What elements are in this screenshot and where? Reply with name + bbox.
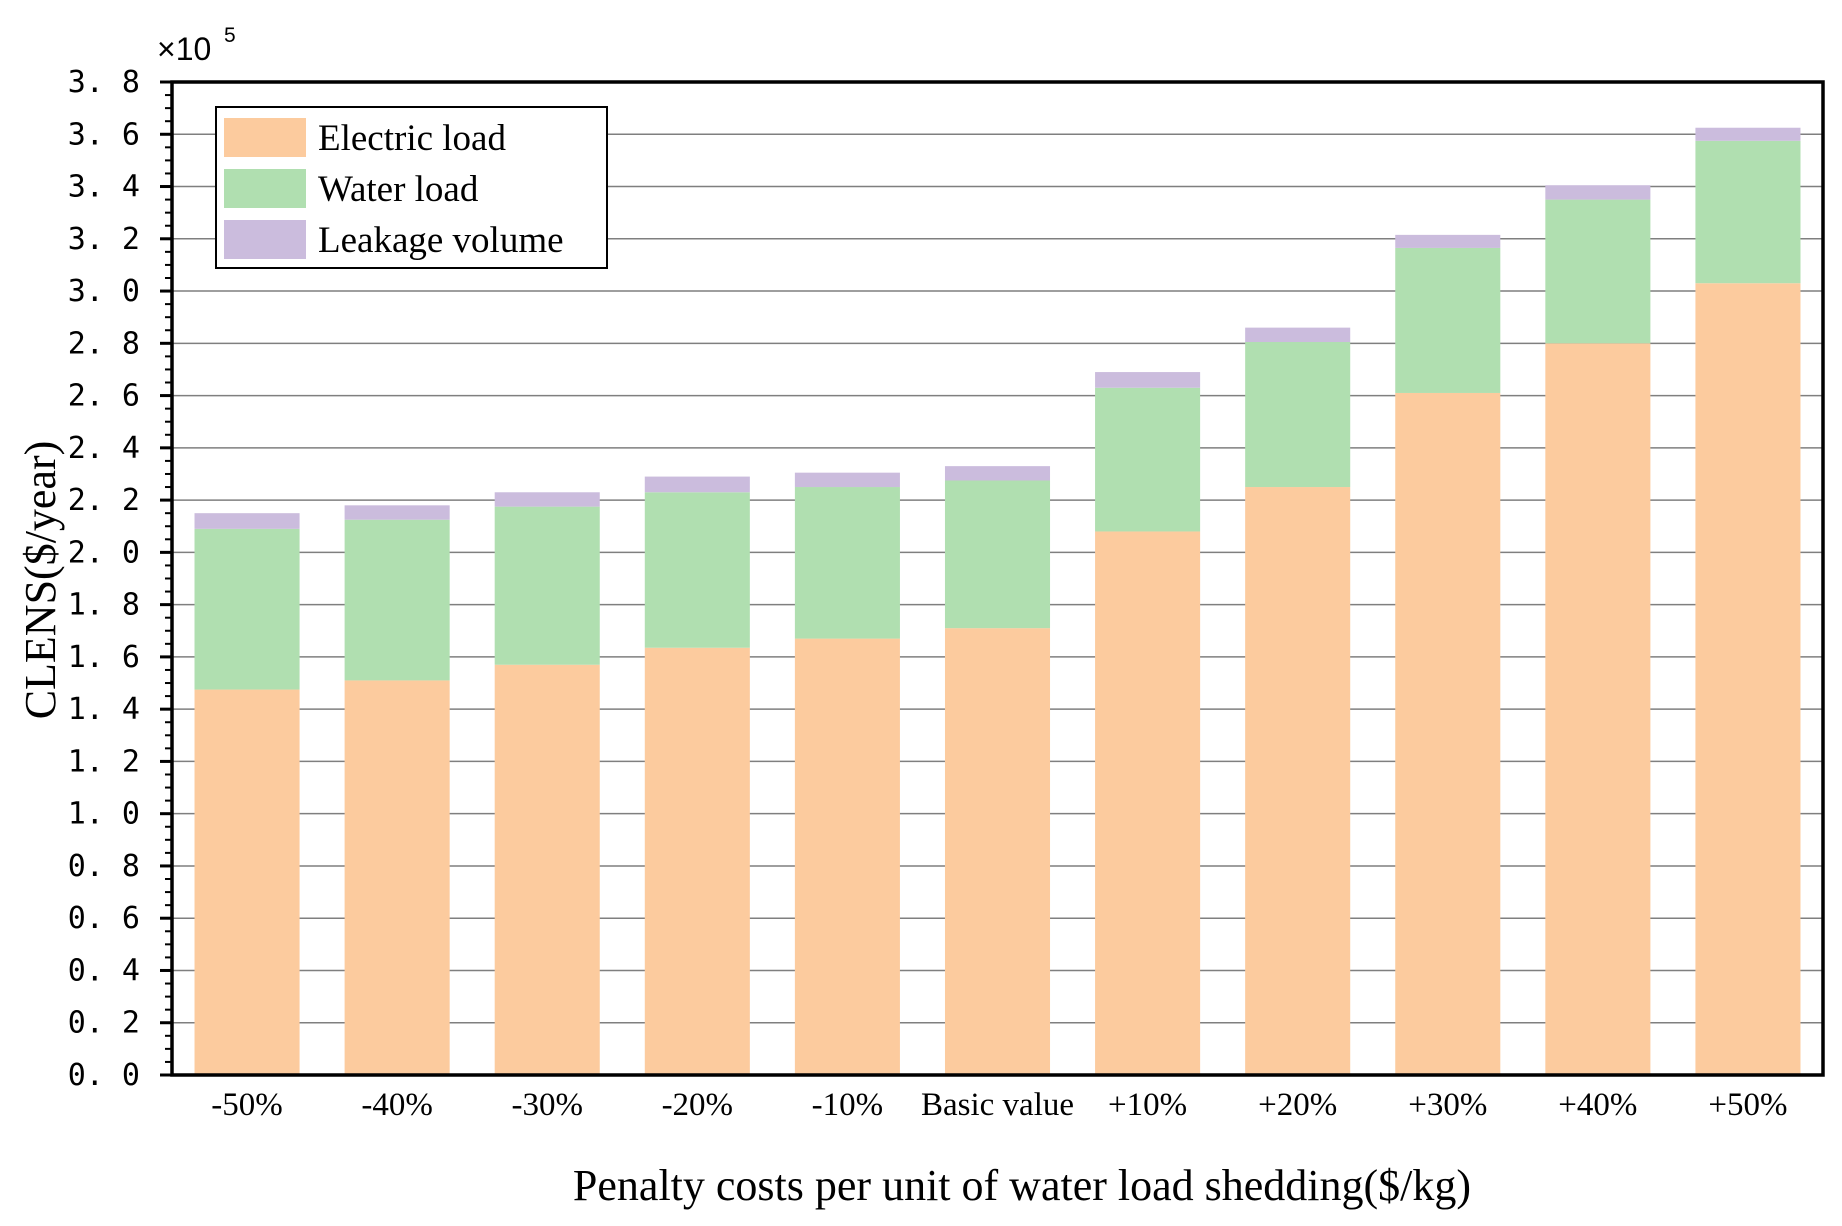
bar-segment-water-load [1395,247,1501,393]
bar-segment-electric-load [1095,531,1201,1075]
legend: Electric load Water load Leakage volume [215,106,608,269]
legend-label: Electric load [318,118,506,159]
bar-segment-water-load [194,528,300,690]
legend-swatch [224,118,306,157]
bar-segment-water-load [1095,387,1201,532]
x-tick-label: +50% [1708,1087,1787,1123]
bar-segment-leakage-volume [494,492,600,507]
y-tick-label: 0. 4 [68,953,140,988]
y-tick-label: 2. 8 [68,326,140,361]
bar-segment-water-load [944,480,1051,629]
y-multiplier-exponent: 5 [224,24,236,47]
x-tick-label: -10% [812,1087,883,1123]
x-axis-label: Penalty costs per unit of water load she… [573,1161,1471,1210]
bar-segment-leakage-volume [1395,234,1501,248]
bar-segment-electric-load [1245,487,1351,1076]
x-tick-label: -40% [361,1087,432,1123]
y-tick-label: 1. 0 [68,797,140,832]
axes [160,80,1825,1077]
bar-segment-electric-load [344,680,450,1075]
y-tick-label: 1. 2 [68,744,140,779]
y-tick-label: 2. 0 [68,535,140,570]
y-tick-label: 2. 4 [68,431,140,466]
y-axis-label: CLENS($/year) [16,441,65,720]
bar-segment-leakage-volume [1245,327,1351,343]
y-tick-label: 3. 4 [68,170,140,205]
bar-segment-leakage-volume [1095,372,1201,388]
x-tick-label: +30% [1408,1087,1487,1123]
bar-segment-electric-load [944,628,1051,1075]
y-tick-label: 1. 8 [68,588,140,623]
y-tick-label: 0. 0 [68,1058,140,1093]
tick-labels: -50% -40% -30% -20% -10% Basic value +10% +20% +… [68,65,1788,1123]
y-tick-label: 0. 8 [68,849,140,884]
bar-segment-water-load [794,487,900,639]
bar-segment-water-load [344,519,450,681]
legend-label: Water load [318,169,479,210]
x-tick-label: -50% [211,1087,282,1123]
bars [194,127,1801,1076]
y-tick-label: 3. 0 [68,274,140,309]
y-tick-label: 2. 2 [68,483,140,518]
y-tick-label: 3. 2 [68,222,140,257]
x-tick-label: +40% [1558,1087,1637,1123]
bar-segment-leakage-volume [944,466,1051,481]
y-tick-label: 0. 2 [68,1006,140,1041]
bar-segment-leakage-volume [1695,127,1801,141]
legend-swatch [224,169,306,208]
bar-segment-leakage-volume [194,513,300,529]
y-tick-label: 1. 4 [68,692,140,727]
bar-segment-electric-load [1395,392,1501,1075]
bar-segment-water-load [1545,199,1651,344]
bar-segment-electric-load [1695,283,1801,1076]
x-tick-label: +20% [1258,1087,1337,1123]
y-tick-label: 2. 6 [68,379,140,414]
y-multiplier: ×10 [157,31,211,67]
bar-segment-leakage-volume [1545,185,1651,200]
bar-segment-leakage-volume [794,472,900,488]
x-tick-label: -20% [662,1087,733,1123]
y-tick-label: 0. 6 [68,901,140,936]
bar-segment-electric-load [194,689,300,1075]
x-tick-label: +10% [1108,1087,1187,1123]
bar-segment-electric-load [644,647,750,1075]
bar-segment-leakage-volume [344,505,450,520]
bar-segment-water-load [1695,140,1801,284]
y-tick-label: 1. 6 [68,640,140,675]
bar-segment-electric-load [494,664,600,1075]
legend-swatch [224,220,306,259]
bar-segment-water-load [644,492,750,648]
bar-segment-water-load [494,506,600,665]
bar-segment-leakage-volume [644,476,750,493]
bar-segment-water-load [1245,342,1351,488]
bar-segment-electric-load [1545,343,1651,1075]
y-tick-label: 3. 6 [68,117,140,152]
legend-label: Leakage volume [318,220,564,261]
x-tick-label: -30% [511,1087,582,1123]
x-tick-label: Basic value [921,1087,1074,1123]
y-tick-label: 3. 8 [68,65,140,100]
bar-segment-electric-load [794,638,900,1075]
